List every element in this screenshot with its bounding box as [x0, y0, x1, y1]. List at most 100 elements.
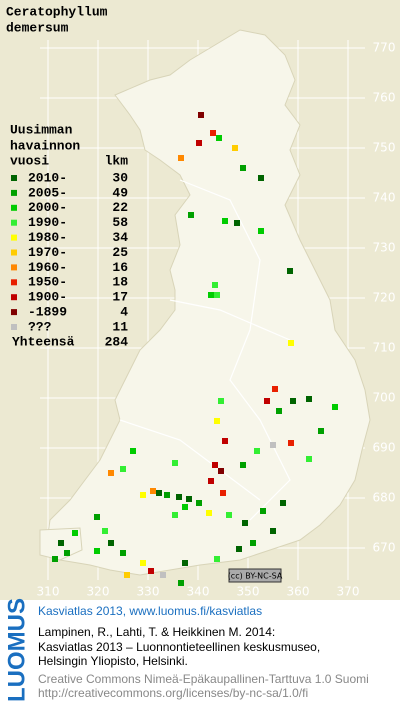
record-square: [140, 492, 146, 498]
legend-heading: havainnon: [10, 138, 80, 153]
record-square: [102, 528, 108, 534]
record-square: [216, 135, 222, 141]
record-square: [196, 500, 202, 506]
y-label: 730: [373, 241, 396, 255]
record-square: [164, 492, 170, 498]
y-label: 690: [373, 441, 396, 455]
legend-label: 1970-: [28, 245, 67, 260]
record-square: [214, 292, 220, 298]
record-square: [208, 478, 214, 484]
x-label: 370: [337, 585, 360, 599]
record-square: [150, 488, 156, 494]
record-square: [272, 386, 278, 392]
legend-total-count: 284: [105, 334, 129, 349]
record-square: [258, 175, 264, 181]
x-label: 340: [187, 585, 210, 599]
legend-count: 58: [112, 215, 128, 230]
x-label: 310: [37, 585, 60, 599]
record-square: [212, 462, 218, 468]
record-square: [140, 560, 146, 566]
citation: Lampinen, R., Lahti, T. & Heikkinen M. 2…: [38, 625, 275, 639]
legend-count: 22: [112, 200, 128, 215]
record-square: [172, 512, 178, 518]
record-square: [258, 228, 264, 234]
legend-label: 1980-: [28, 230, 67, 245]
record-square: [222, 218, 228, 224]
y-label: 720: [373, 291, 396, 305]
legend-swatch: [11, 279, 17, 286]
y-label: 750: [373, 141, 396, 155]
legend-label: -1899: [28, 305, 67, 320]
record-square: [250, 540, 256, 546]
legend-swatch: [11, 175, 17, 181]
record-square: [214, 418, 220, 424]
record-square: [124, 572, 130, 578]
record-square: [234, 220, 240, 226]
record-square: [280, 500, 286, 506]
legend-count: 49: [112, 185, 128, 200]
license-badge: [228, 568, 282, 583]
x-label: 330: [137, 585, 160, 599]
finland-outline: [44, 29, 371, 576]
legend-swatch: [11, 264, 17, 271]
record-square: [130, 448, 136, 454]
record-square: [240, 165, 246, 171]
record-square: [276, 408, 282, 414]
record-square: [218, 398, 224, 404]
species-name: Ceratophyllum: [6, 4, 108, 19]
record-square: [172, 460, 178, 466]
citation: Helsingin Yliopisto, Helsinki.: [38, 654, 188, 668]
species-name: demersum: [6, 20, 69, 35]
legend-heading: Uusimman: [10, 122, 73, 137]
legend-label: 2010-: [28, 170, 67, 185]
record-square: [178, 155, 184, 161]
record-square: [64, 550, 70, 556]
y-label: 740: [373, 191, 396, 205]
legend-label: ???: [28, 319, 52, 334]
record-square: [160, 572, 166, 578]
record-square: [108, 470, 114, 476]
license: Creative Commons Nimeä-Epäkaupallinen-Ta…: [38, 672, 369, 686]
record-square: [288, 340, 294, 346]
legend-count: 25: [112, 245, 128, 260]
x-label: 350: [237, 585, 260, 599]
license: http://creativecommons.org/licenses/by-n…: [38, 686, 308, 700]
y-label: 670: [373, 541, 396, 555]
record-square: [210, 130, 216, 136]
legend-label: 1960-: [28, 260, 67, 275]
legend-count: 17: [112, 290, 128, 305]
record-square: [318, 428, 324, 434]
y-label: 760: [373, 91, 396, 105]
record-square: [186, 496, 192, 502]
legend-label: 1900-: [28, 290, 67, 305]
record-square: [178, 580, 184, 586]
record-square: [120, 466, 126, 472]
record-square: [306, 456, 312, 462]
record-square: [290, 398, 296, 404]
legend-swatch: [11, 219, 17, 226]
legend-heading: vuosi: [10, 153, 49, 168]
legend-count: 11: [112, 319, 128, 334]
legend-label: 2005-: [28, 185, 67, 200]
record-square: [108, 540, 114, 546]
record-square: [214, 556, 220, 562]
record-square: [254, 448, 260, 454]
legend-count: 16: [112, 260, 128, 275]
record-square: [72, 530, 78, 536]
record-square: [240, 462, 246, 468]
legend-swatch: [11, 204, 17, 211]
record-square: [208, 292, 214, 298]
legend-count-heading: lkm: [105, 153, 129, 168]
legend-label: 1990-: [28, 215, 67, 230]
region-borders: [119, 179, 291, 521]
record-square: [52, 556, 58, 562]
record-square: [182, 560, 188, 566]
record-square: [176, 494, 182, 500]
record-square: [94, 548, 100, 554]
legend-count: 30: [112, 170, 128, 185]
record-square: [188, 212, 194, 218]
legend-count: 18: [112, 275, 128, 290]
y-label: 710: [373, 341, 396, 355]
record-square: [288, 440, 294, 446]
